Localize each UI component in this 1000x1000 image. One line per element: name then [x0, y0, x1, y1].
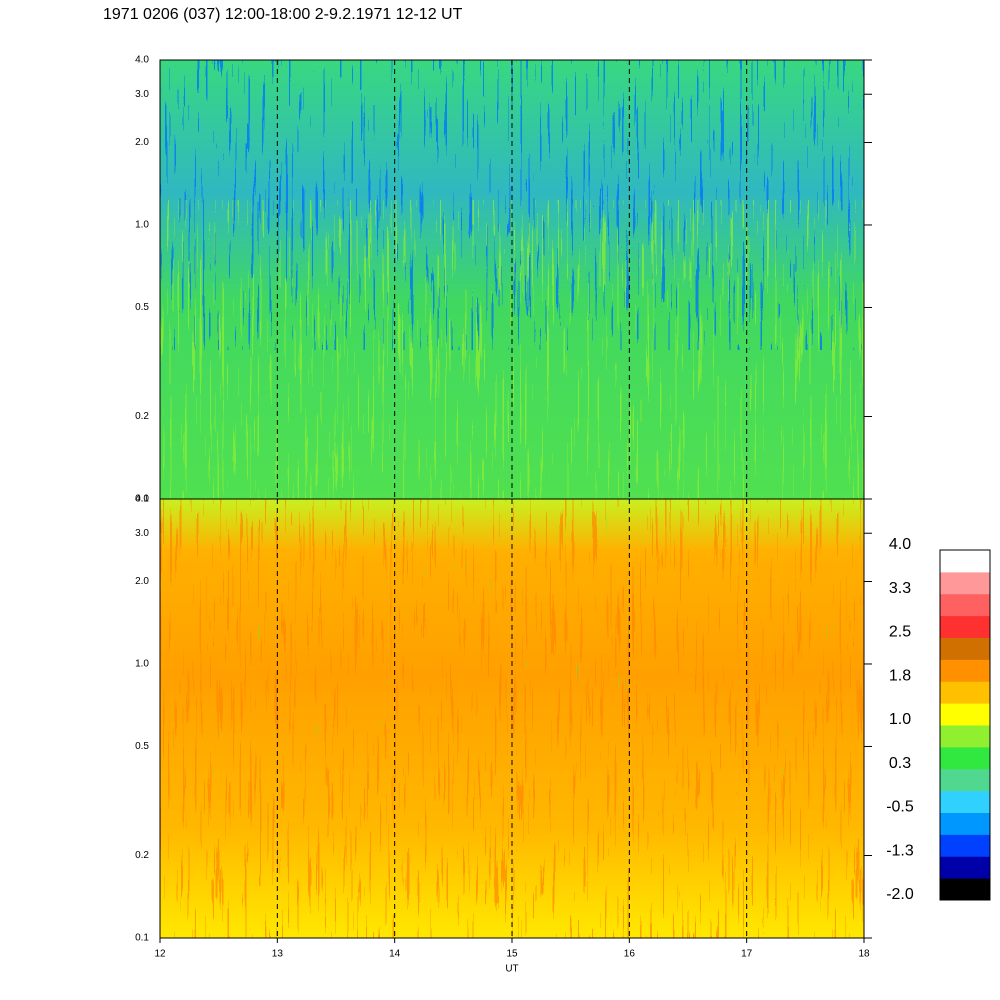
x-tick-label: 14	[389, 949, 401, 960]
colorbar-band	[940, 725, 990, 748]
colorbar-band	[940, 550, 990, 573]
colorbar-band	[940, 703, 990, 726]
y-tick-label: 0.2	[135, 850, 149, 861]
y-tick-label: 0.2	[135, 411, 149, 422]
colorbar-tick-label: -1.3	[886, 842, 914, 859]
y-tick-label: 1.0	[135, 659, 149, 670]
colorbar-band	[940, 593, 990, 617]
colorbar-tick-label: 4.0	[889, 536, 911, 553]
x-tick-label: 17	[741, 949, 753, 960]
colorbar-band	[940, 659, 990, 682]
colorbar-band	[940, 768, 990, 792]
y-tick-label: 2.0	[135, 576, 149, 587]
y-tick-label: 0.5	[135, 741, 149, 752]
colorbar-tick-label: 1.0	[889, 711, 911, 728]
colorbar-tick-label: 0.3	[889, 755, 911, 772]
colorbar-band	[940, 834, 990, 857]
colorbar-band	[940, 812, 990, 835]
y-tick-label: 3.0	[135, 89, 149, 100]
x-axis-label: UT	[505, 964, 518, 975]
x-tick-label: 15	[506, 949, 518, 960]
colorbar-band	[940, 878, 990, 901]
y-tick-label: 1.0	[135, 220, 149, 231]
x-tick-label: 12	[154, 949, 166, 960]
colorbar-band	[940, 571, 990, 595]
colorbar-band	[940, 790, 990, 813]
colorbar-tick-label: -2.0	[886, 886, 914, 903]
colorbar-frame	[939, 549, 991, 901]
colorbar-band	[940, 746, 990, 770]
y-tick-label: 2.0	[135, 137, 149, 148]
colorbar-tick-label: 1.8	[889, 667, 911, 684]
colorbar-band	[940, 615, 990, 638]
y-tick-label: 4.0	[135, 55, 149, 66]
y-tick-label: 4.0	[135, 494, 149, 505]
colorbar-tick-label: -0.5	[886, 799, 914, 816]
x-tick-label: 13	[272, 949, 284, 960]
chart-title: 1971 0206 (037) 12:00-18:00 2-9.2.1971 1…	[103, 6, 463, 23]
y-tick-label: 3.0	[135, 528, 149, 539]
colorbar-tick-label: 3.3	[889, 580, 911, 597]
colorbar-band	[940, 637, 990, 660]
y-tick-label: 0.1	[135, 933, 149, 944]
y-tick-label: 0.5	[135, 302, 149, 313]
y-tick-label: 0.1	[135, 494, 149, 505]
x-tick-label: 18	[858, 949, 870, 960]
x-tick-label: 16	[624, 949, 636, 960]
colorbar-tick-label: 2.5	[889, 624, 911, 641]
colorbar-band	[940, 681, 990, 704]
colorbar-band	[940, 856, 990, 879]
